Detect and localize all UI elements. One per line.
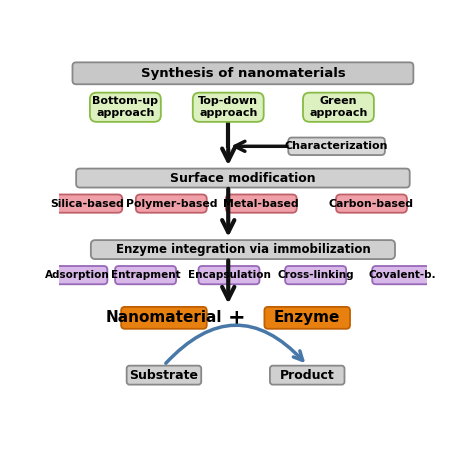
Text: Green
approach: Green approach bbox=[309, 96, 368, 118]
FancyBboxPatch shape bbox=[372, 266, 433, 284]
Text: Bottom-up
approach: Bottom-up approach bbox=[92, 96, 158, 118]
FancyBboxPatch shape bbox=[193, 92, 264, 122]
Text: Enzyme: Enzyme bbox=[274, 310, 340, 325]
Text: Polymer-based: Polymer-based bbox=[126, 199, 217, 209]
Text: Adsorption: Adsorption bbox=[45, 270, 109, 280]
FancyBboxPatch shape bbox=[73, 63, 413, 84]
Text: Product: Product bbox=[280, 369, 335, 382]
Text: Cross-linking: Cross-linking bbox=[277, 270, 354, 280]
Text: Entrapment: Entrapment bbox=[111, 270, 181, 280]
FancyBboxPatch shape bbox=[115, 266, 176, 284]
Text: Enzyme integration via immobilization: Enzyme integration via immobilization bbox=[116, 243, 370, 256]
FancyBboxPatch shape bbox=[226, 194, 297, 213]
FancyBboxPatch shape bbox=[336, 194, 407, 213]
FancyBboxPatch shape bbox=[91, 240, 395, 259]
FancyBboxPatch shape bbox=[136, 194, 207, 213]
Text: Top-down
approach: Top-down approach bbox=[198, 96, 258, 118]
FancyBboxPatch shape bbox=[199, 266, 259, 284]
Text: Synthesis of nanomaterials: Synthesis of nanomaterials bbox=[141, 67, 345, 80]
FancyBboxPatch shape bbox=[90, 92, 161, 122]
FancyBboxPatch shape bbox=[127, 365, 201, 384]
Text: Surface modification: Surface modification bbox=[170, 172, 316, 184]
FancyBboxPatch shape bbox=[76, 169, 410, 188]
FancyBboxPatch shape bbox=[285, 266, 346, 284]
FancyBboxPatch shape bbox=[121, 307, 207, 329]
Text: Silica-based: Silica-based bbox=[50, 199, 124, 209]
FancyBboxPatch shape bbox=[270, 365, 345, 384]
FancyBboxPatch shape bbox=[288, 137, 385, 155]
Text: Characterization: Characterization bbox=[285, 141, 388, 151]
Text: Encapsulation: Encapsulation bbox=[188, 270, 270, 280]
Text: +: + bbox=[228, 308, 245, 328]
FancyBboxPatch shape bbox=[46, 266, 108, 284]
Text: Carbon-based: Carbon-based bbox=[329, 199, 414, 209]
FancyBboxPatch shape bbox=[51, 194, 122, 213]
FancyBboxPatch shape bbox=[264, 307, 350, 329]
Text: Metal-based: Metal-based bbox=[223, 199, 299, 209]
Text: Substrate: Substrate bbox=[129, 369, 199, 382]
FancyBboxPatch shape bbox=[303, 92, 374, 122]
Text: Nanomaterial: Nanomaterial bbox=[106, 310, 222, 325]
Text: Covalent-b.: Covalent-b. bbox=[369, 270, 437, 280]
